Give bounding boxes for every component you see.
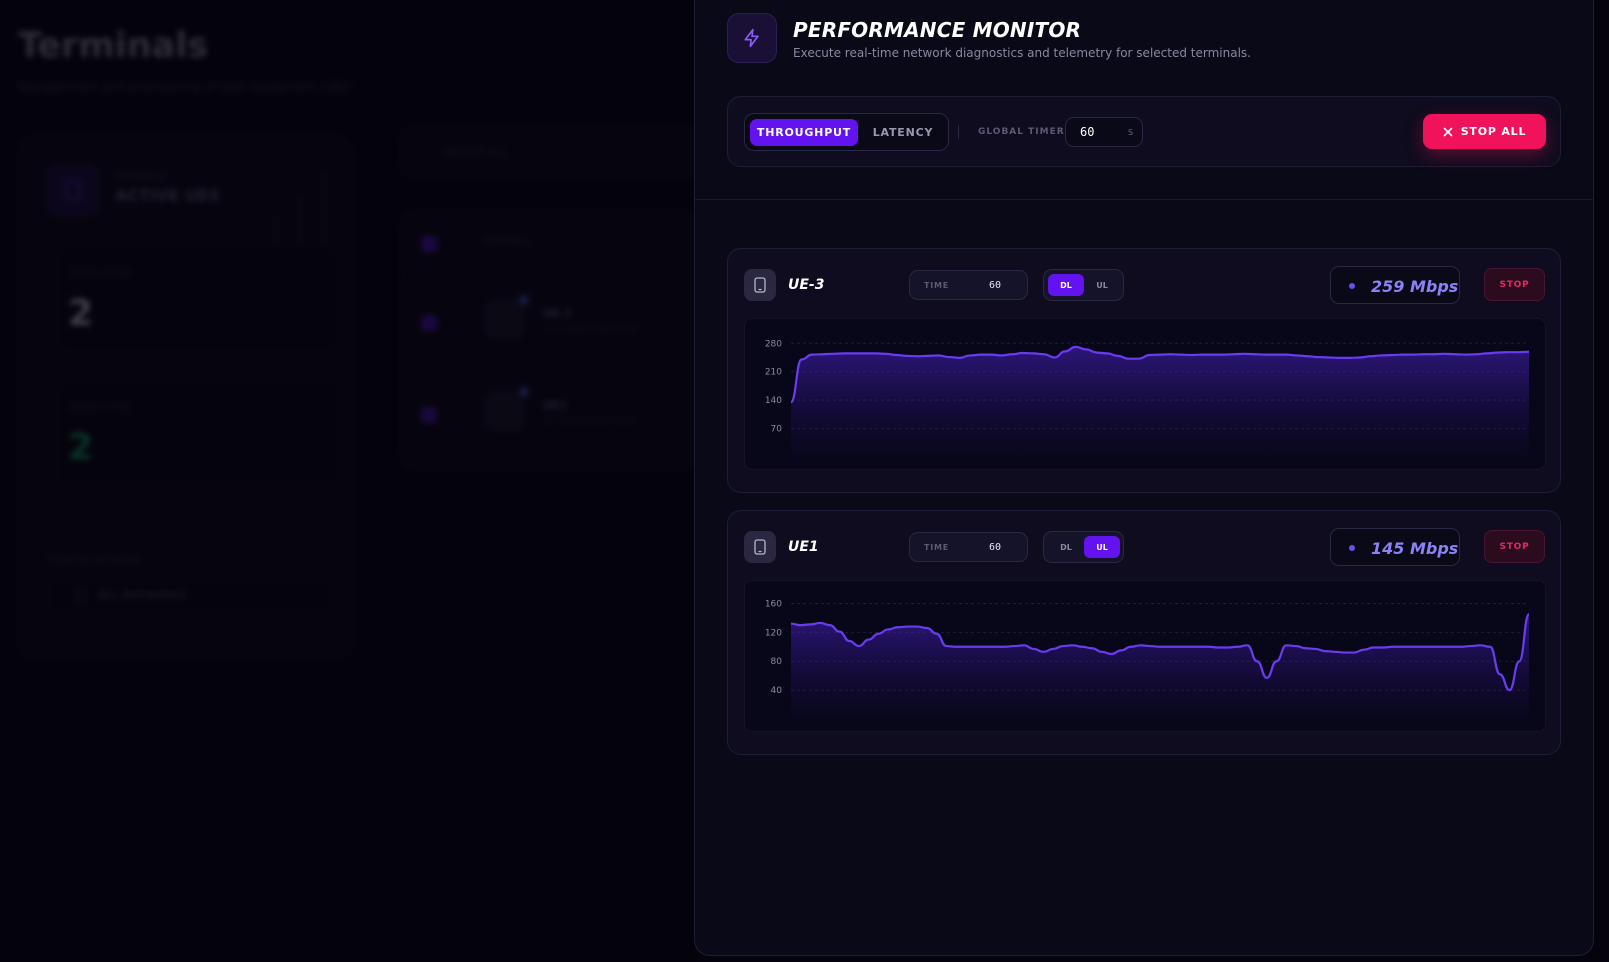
series-line — [790, 613, 1531, 692]
tab-latency[interactable]: LATENCY — [872, 126, 934, 139]
ue-name: UE1 — [788, 539, 819, 555]
time-input[interactable]: TIME 60 — [909, 270, 1028, 300]
close-icon — [1443, 127, 1452, 136]
y-tick-label: 80 — [771, 657, 783, 667]
throughput-readout: 145 Mbps — [1330, 528, 1460, 566]
monitor-toolbar: THROUGHPUT LATENCY GLOBAL TIMER 60 S STO… — [727, 96, 1561, 167]
status-dot — [1349, 283, 1355, 289]
throughput-chart: 280 210 140 70 — [744, 318, 1546, 470]
phone-icon — [744, 531, 776, 563]
y-tick-label: 210 — [765, 368, 782, 378]
dl-button[interactable]: DL — [1060, 542, 1072, 552]
toolbar-divider — [958, 125, 959, 139]
performance-monitor-panel: PERFORMANCE MONITOR Execute real-time ne… — [694, 0, 1594, 956]
backdrop-overlay[interactable] — [0, 0, 695, 962]
chart-svg: 280 210 140 70 — [765, 339, 1530, 457]
chart-svg: 160 120 80 40 — [765, 599, 1531, 719]
ul-button[interactable]: UL — [1084, 536, 1120, 558]
tab-throughput[interactable]: THROUGHPUT — [750, 119, 858, 146]
dl-button[interactable]: DL — [1048, 274, 1084, 296]
mode-switch: THROUGHPUT LATENCY — [744, 113, 949, 151]
direction-toggle: DL UL — [1043, 531, 1124, 563]
throughput-chart: 160 120 80 40 — [744, 580, 1546, 732]
stop-button[interactable]: STOP — [1484, 530, 1545, 563]
divider — [695, 199, 1593, 200]
stop-button[interactable]: STOP — [1484, 268, 1545, 301]
lightning-icon — [727, 13, 777, 63]
stop-all-button[interactable]: STOP ALL — [1423, 114, 1546, 149]
global-timer-label: GLOBAL TIMER — [978, 127, 1065, 137]
direction-toggle: DL UL — [1043, 269, 1124, 301]
panel-subtitle: Execute real-time network diagnostics an… — [793, 46, 1251, 60]
panel-title: PERFORMANCE MONITOR — [793, 18, 1082, 42]
y-tick-label: 280 — [765, 339, 782, 349]
ue-card-ue1: UE1 TIME 60 DL UL 145 Mbps STOP 160 120 80… — [727, 510, 1561, 755]
y-tick-label: 70 — [771, 425, 783, 435]
ue-name: UE-3 — [788, 277, 825, 293]
phone-icon — [744, 269, 776, 301]
status-dot — [1349, 545, 1355, 551]
y-tick-label: 160 — [765, 599, 782, 609]
y-tick-label: 40 — [771, 686, 783, 696]
area-fill — [791, 614, 1529, 719]
ul-button[interactable]: UL — [1096, 280, 1108, 290]
area-fill — [791, 346, 1529, 457]
time-input[interactable]: TIME 60 — [909, 532, 1028, 562]
series-line — [789, 345, 1530, 404]
global-timer-input[interactable]: 60 S — [1065, 117, 1143, 147]
y-tick-label: 140 — [765, 396, 782, 406]
y-tick-label: 120 — [765, 628, 782, 638]
ue-card-ue-3: UE-3 TIME 60 DL UL 259 Mbps STOP 280 210 1… — [727, 248, 1561, 493]
throughput-readout: 259 Mbps — [1330, 266, 1460, 304]
